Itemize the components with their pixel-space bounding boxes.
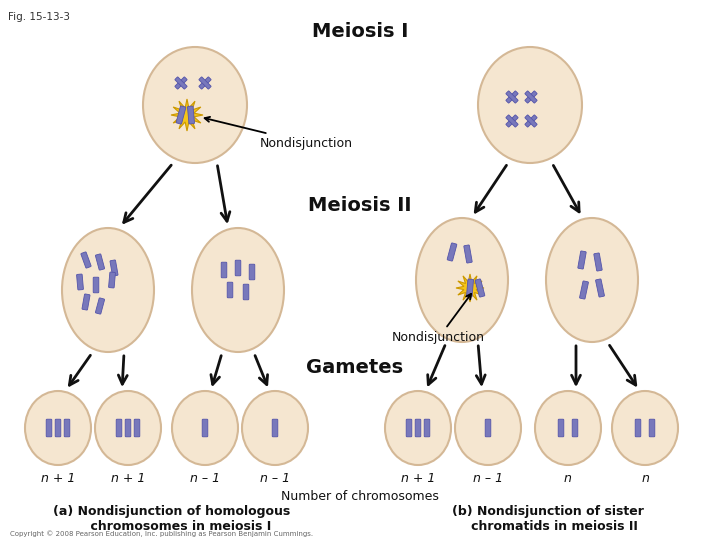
Ellipse shape — [192, 228, 284, 352]
FancyBboxPatch shape — [125, 419, 131, 437]
FancyBboxPatch shape — [221, 262, 227, 278]
Polygon shape — [171, 99, 203, 131]
Text: n + 1: n + 1 — [41, 472, 75, 485]
FancyBboxPatch shape — [116, 419, 122, 437]
Text: Copyright © 2008 Pearson Education, Inc. publishing as Pearson Benjamin Cummings: Copyright © 2008 Pearson Education, Inc.… — [10, 530, 313, 537]
Ellipse shape — [62, 228, 154, 352]
Text: Fig. 15-13-3: Fig. 15-13-3 — [8, 12, 70, 22]
FancyBboxPatch shape — [175, 77, 187, 89]
Text: Nondisjunction: Nondisjunction — [204, 117, 353, 150]
FancyBboxPatch shape — [134, 419, 140, 437]
FancyBboxPatch shape — [272, 419, 278, 437]
FancyBboxPatch shape — [202, 419, 208, 437]
FancyBboxPatch shape — [580, 281, 588, 299]
FancyBboxPatch shape — [506, 115, 518, 127]
FancyBboxPatch shape — [572, 419, 577, 437]
FancyBboxPatch shape — [406, 419, 412, 437]
FancyBboxPatch shape — [475, 279, 485, 297]
Text: n – 1: n – 1 — [473, 472, 503, 485]
FancyBboxPatch shape — [176, 106, 186, 124]
FancyBboxPatch shape — [228, 282, 233, 298]
Ellipse shape — [143, 47, 247, 163]
FancyBboxPatch shape — [249, 264, 255, 280]
Ellipse shape — [416, 218, 508, 342]
Text: Number of chromosomes: Number of chromosomes — [281, 490, 439, 503]
FancyBboxPatch shape — [415, 419, 420, 437]
FancyBboxPatch shape — [447, 243, 456, 261]
FancyBboxPatch shape — [464, 245, 472, 263]
Text: n: n — [641, 472, 649, 485]
FancyBboxPatch shape — [243, 284, 249, 300]
Text: n: n — [564, 472, 572, 485]
Polygon shape — [456, 274, 484, 302]
FancyBboxPatch shape — [424, 419, 430, 437]
Ellipse shape — [535, 391, 601, 465]
FancyBboxPatch shape — [506, 115, 518, 127]
FancyBboxPatch shape — [595, 279, 604, 297]
FancyBboxPatch shape — [55, 419, 60, 437]
FancyBboxPatch shape — [187, 106, 194, 124]
Ellipse shape — [612, 391, 678, 465]
FancyBboxPatch shape — [525, 115, 537, 127]
FancyBboxPatch shape — [109, 272, 115, 288]
Text: Nondisjunction: Nondisjunction — [392, 294, 485, 345]
FancyBboxPatch shape — [525, 115, 537, 127]
Text: n + 1: n + 1 — [401, 472, 435, 485]
Text: Gametes: Gametes — [307, 358, 404, 377]
FancyBboxPatch shape — [506, 91, 518, 103]
Text: n – 1: n – 1 — [260, 472, 290, 485]
FancyBboxPatch shape — [558, 419, 564, 437]
FancyBboxPatch shape — [467, 279, 474, 297]
FancyBboxPatch shape — [578, 251, 586, 269]
FancyBboxPatch shape — [46, 419, 52, 437]
FancyBboxPatch shape — [76, 274, 84, 290]
Text: (b) Nondisjunction of sister
   chromatids in meiosis II: (b) Nondisjunction of sister chromatids … — [452, 505, 644, 533]
Text: Meiosis II: Meiosis II — [308, 196, 412, 215]
FancyBboxPatch shape — [506, 91, 518, 103]
Text: Meiosis I: Meiosis I — [312, 22, 408, 41]
Text: (a) Nondisjunction of homologous
    chromosomes in meiosis I: (a) Nondisjunction of homologous chromos… — [53, 505, 291, 533]
FancyBboxPatch shape — [525, 91, 537, 103]
FancyBboxPatch shape — [525, 91, 537, 103]
Ellipse shape — [25, 391, 91, 465]
Ellipse shape — [478, 47, 582, 163]
FancyBboxPatch shape — [64, 419, 70, 437]
FancyBboxPatch shape — [175, 77, 187, 89]
FancyBboxPatch shape — [82, 294, 90, 310]
FancyBboxPatch shape — [235, 260, 240, 276]
FancyBboxPatch shape — [96, 298, 104, 314]
Ellipse shape — [455, 391, 521, 465]
FancyBboxPatch shape — [485, 419, 491, 437]
FancyBboxPatch shape — [594, 253, 602, 271]
FancyBboxPatch shape — [199, 77, 211, 89]
Text: n + 1: n + 1 — [111, 472, 145, 485]
FancyBboxPatch shape — [649, 419, 654, 437]
Ellipse shape — [242, 391, 308, 465]
FancyBboxPatch shape — [199, 77, 211, 89]
Ellipse shape — [172, 391, 238, 465]
FancyBboxPatch shape — [110, 260, 118, 276]
Text: n – 1: n – 1 — [190, 472, 220, 485]
Ellipse shape — [95, 391, 161, 465]
FancyBboxPatch shape — [81, 252, 91, 268]
FancyBboxPatch shape — [93, 277, 99, 293]
FancyBboxPatch shape — [635, 419, 641, 437]
FancyBboxPatch shape — [96, 254, 104, 270]
Ellipse shape — [546, 218, 638, 342]
Ellipse shape — [385, 391, 451, 465]
